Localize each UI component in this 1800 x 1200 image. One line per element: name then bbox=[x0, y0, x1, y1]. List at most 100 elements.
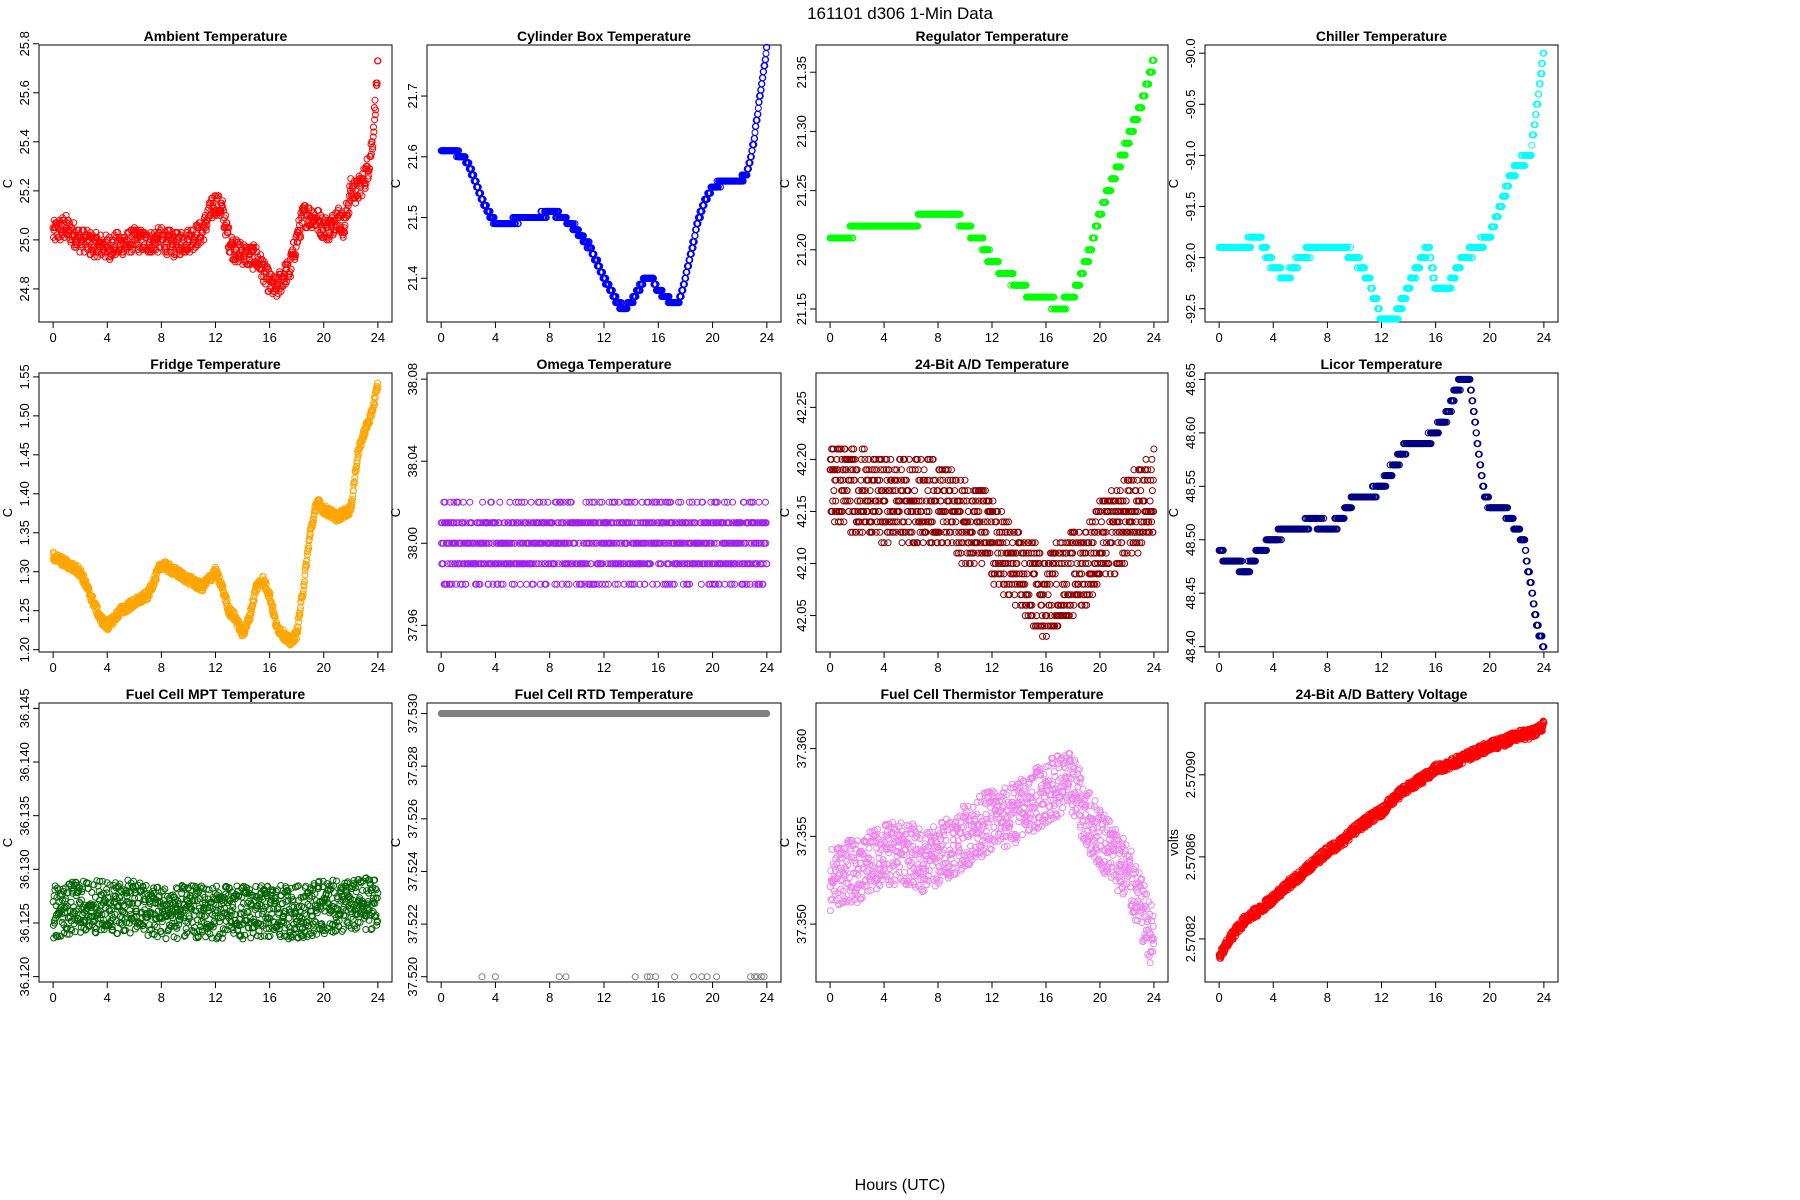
data-point bbox=[347, 175, 355, 183]
data-point bbox=[1528, 141, 1536, 149]
data-point bbox=[371, 116, 379, 124]
data-point bbox=[225, 224, 233, 232]
data-point bbox=[231, 258, 239, 266]
data-point bbox=[370, 128, 378, 136]
data-point bbox=[224, 229, 232, 236]
data-point bbox=[365, 172, 372, 180]
data-point bbox=[129, 246, 137, 254]
data-point bbox=[219, 197, 226, 205]
x-tick-label: 0 bbox=[438, 660, 445, 675]
y-tick-label: 21.35 bbox=[794, 56, 809, 89]
data-point bbox=[373, 79, 381, 87]
data-point bbox=[297, 233, 305, 241]
y-tick-label: 25.4 bbox=[17, 129, 32, 154]
data-point bbox=[223, 219, 231, 227]
data-point bbox=[344, 202, 352, 210]
data-point bbox=[371, 111, 379, 119]
x-tick-label: 16 bbox=[262, 660, 276, 675]
x-tick-label: 8 bbox=[546, 330, 553, 345]
data-point bbox=[373, 81, 381, 89]
data-point bbox=[760, 68, 768, 76]
data-point bbox=[374, 57, 382, 65]
y-tick-label: 38.00 bbox=[405, 527, 420, 560]
data-point bbox=[335, 204, 342, 212]
data-point bbox=[759, 74, 767, 82]
panel-title: Chiller Temperature bbox=[1316, 28, 1447, 44]
y-tick-label: 38.04 bbox=[405, 445, 420, 478]
y-tick-label: 21.25 bbox=[794, 174, 809, 207]
y-tick-label: 21.4 bbox=[405, 266, 420, 291]
x-tick-label: 20 bbox=[705, 330, 719, 345]
data-point bbox=[762, 50, 770, 57]
y-axis-label: C bbox=[0, 508, 15, 517]
x-tick-label: 24 bbox=[371, 330, 385, 345]
data-point bbox=[129, 241, 137, 249]
y-tick-label: -92.5 bbox=[1183, 294, 1198, 324]
data-point bbox=[287, 273, 294, 281]
y-tick-label: 1.40 bbox=[17, 481, 32, 506]
x-tick-label: 4 bbox=[880, 330, 887, 345]
y-tick-label: 1.20 bbox=[17, 637, 32, 662]
y-tick-label: 25.0 bbox=[17, 227, 32, 252]
data-point bbox=[496, 498, 504, 506]
plot-frame bbox=[815, 44, 1169, 323]
data-point bbox=[68, 224, 76, 232]
data-point bbox=[296, 231, 304, 239]
x-tick-label: 4 bbox=[104, 330, 111, 345]
y-tick-label: 25.2 bbox=[17, 178, 32, 203]
x-tick-label: 12 bbox=[1374, 330, 1388, 345]
data-point bbox=[371, 96, 379, 104]
x-tick-label: 0 bbox=[50, 660, 57, 675]
series-points bbox=[437, 43, 771, 313]
y-tick-label: 1.50 bbox=[17, 403, 32, 428]
figure-title: 161101 d306 1-Min Data bbox=[807, 4, 993, 23]
data-point bbox=[90, 253, 98, 261]
y-axis-label: C bbox=[777, 179, 792, 188]
x-tick-label: 24 bbox=[1147, 330, 1161, 345]
y-axis-label: C bbox=[388, 508, 403, 517]
data-point bbox=[354, 194, 362, 202]
y-tick-label: 1.55 bbox=[17, 364, 32, 389]
y-tick-label: 24.8 bbox=[17, 276, 32, 301]
data-point bbox=[277, 287, 285, 295]
data-point bbox=[291, 256, 299, 263]
data-point bbox=[65, 231, 73, 239]
y-tick-label: 38.08 bbox=[405, 363, 420, 396]
x-tick-label: 16 bbox=[1428, 330, 1442, 345]
y-tick-label: 21.30 bbox=[794, 115, 809, 148]
data-point bbox=[154, 248, 162, 256]
series-points bbox=[49, 57, 382, 300]
x-tick-label: 24 bbox=[371, 660, 385, 675]
data-point bbox=[762, 56, 770, 64]
x-tick-label: 16 bbox=[1039, 330, 1053, 345]
data-point bbox=[479, 498, 487, 506]
data-point bbox=[163, 248, 171, 256]
plot-frame bbox=[38, 44, 393, 323]
data-point bbox=[369, 143, 377, 151]
data-point bbox=[615, 498, 623, 506]
y-tick-label: 37.96 bbox=[405, 609, 420, 642]
data-point bbox=[257, 251, 264, 259]
x-tick-label: 0 bbox=[826, 330, 833, 345]
data-point bbox=[94, 253, 102, 261]
data-point bbox=[691, 232, 699, 240]
data-point bbox=[368, 138, 376, 146]
y-tick-label: 21.20 bbox=[794, 234, 809, 267]
data-point bbox=[358, 192, 366, 200]
data-point bbox=[287, 265, 295, 273]
x-tick-label: 8 bbox=[158, 660, 165, 675]
x-tick-label: 12 bbox=[985, 330, 999, 345]
data-point bbox=[752, 122, 760, 130]
data-point bbox=[506, 498, 514, 506]
data-point bbox=[341, 229, 349, 236]
x-tick-label: 20 bbox=[317, 330, 331, 345]
x-tick-label: 8 bbox=[1324, 330, 1331, 345]
y-axis-label: C bbox=[388, 179, 403, 188]
y-tick-label: 1.25 bbox=[17, 598, 32, 623]
data-point bbox=[158, 224, 165, 232]
data-point bbox=[203, 221, 211, 229]
